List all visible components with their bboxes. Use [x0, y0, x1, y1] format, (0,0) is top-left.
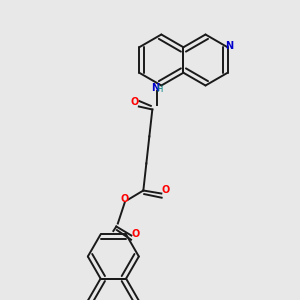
- Text: H: H: [156, 85, 162, 94]
- Text: O: O: [162, 185, 170, 196]
- Text: N: N: [151, 83, 159, 94]
- Text: O: O: [121, 194, 129, 205]
- Text: O: O: [132, 229, 140, 239]
- Text: O: O: [130, 97, 139, 107]
- Text: N: N: [225, 41, 233, 51]
